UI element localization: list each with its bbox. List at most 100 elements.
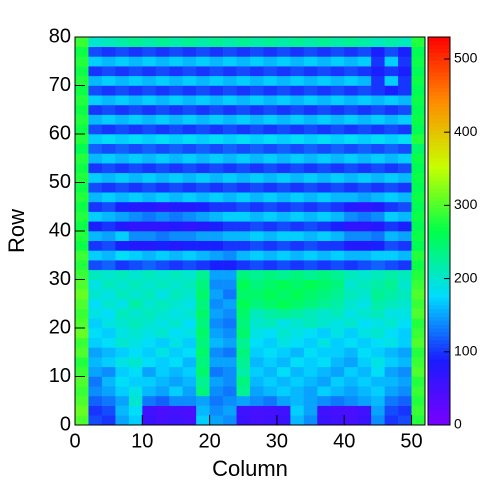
color-bar-step: [428, 149, 450, 154]
heatmap-cell: [290, 104, 305, 115]
heatmap-cell: [357, 357, 372, 368]
heatmap-cell: [155, 66, 170, 77]
heatmap-cell: [317, 143, 332, 154]
heatmap-cell: [182, 95, 197, 106]
heatmap-cell: [236, 347, 251, 358]
heatmap-cell: [236, 279, 251, 290]
heatmap-cell: [209, 366, 224, 377]
heatmap-cell: [128, 56, 143, 67]
heatmap-cell: [344, 289, 358, 300]
heatmap-cell: [115, 347, 130, 358]
heatmap-cell: [411, 124, 426, 135]
color-bar-step: [428, 203, 450, 209]
heatmap-cell: [142, 134, 157, 144]
color-bar-step: [428, 269, 450, 275]
heatmap-cell: [250, 201, 264, 212]
heatmap-cell: [115, 366, 130, 377]
heatmap-cell: [88, 85, 103, 96]
heatmap-cell: [344, 75, 358, 86]
heatmap-cell: [330, 415, 345, 426]
heatmap-cell: [236, 75, 251, 86]
heatmap-cell: [411, 298, 426, 309]
heatmap-cell: [330, 104, 345, 115]
heatmap-cell: [317, 153, 332, 164]
heatmap-cell: [263, 357, 278, 368]
heatmap-cell: [263, 328, 278, 338]
heatmap-cell: [290, 386, 305, 397]
color-bar-step: [428, 99, 450, 104]
heatmap-cell: [88, 163, 103, 174]
heatmap-cell: [101, 328, 116, 338]
color-bar-step: [428, 126, 450, 131]
heatmap-cell: [371, 114, 385, 125]
heatmap-cell: [250, 231, 264, 241]
heatmap-cell: [317, 231, 332, 241]
heatmap-cell: [101, 337, 116, 348]
heatmap-cell: [196, 337, 210, 348]
heatmap-cell: [223, 269, 237, 280]
heatmap-cell: [169, 376, 183, 387]
heatmap-cell: [357, 134, 372, 144]
heatmap-cell: [276, 172, 291, 183]
heatmap-cell: [276, 114, 291, 125]
heatmap-cell: [317, 104, 332, 115]
heatmap-cell: [384, 298, 399, 309]
heatmap-cell: [75, 395, 89, 406]
heatmap-cell: [250, 75, 264, 86]
heatmap-cell: [101, 308, 116, 319]
heatmap-cell: [250, 357, 264, 368]
heatmap-cell: [75, 308, 89, 319]
heatmap-cell: [223, 143, 237, 154]
heatmap-cell: [223, 347, 237, 358]
heatmap-cell: [128, 279, 143, 290]
heatmap-cell: [196, 357, 210, 368]
heatmap-cell: [290, 153, 305, 164]
heatmap-cell: [236, 289, 251, 300]
heatmap-cell: [357, 328, 372, 338]
heatmap-cell: [155, 231, 170, 241]
heatmap-cell: [357, 124, 372, 135]
heatmap-cell: [384, 231, 399, 241]
heatmap-cell: [303, 46, 318, 57]
color-bar-step: [428, 374, 450, 379]
heatmap-cell: [128, 201, 143, 212]
heatmap-cell: [411, 172, 426, 183]
heatmap-cell: [209, 231, 224, 241]
heatmap-cell: [317, 405, 332, 416]
heatmap-cell: [371, 153, 385, 164]
heatmap-cell: [223, 279, 237, 290]
heatmap-cell: [411, 37, 426, 47]
heatmap-cell: [88, 104, 103, 115]
heatmap-cell: [384, 66, 399, 77]
heatmap-cell: [276, 347, 291, 358]
heatmap-cell: [182, 201, 197, 212]
heatmap-cell: [115, 250, 130, 261]
heatmap-cell: [411, 104, 426, 115]
heatmap-cell: [276, 328, 291, 338]
heatmap-cell: [344, 279, 358, 290]
color-bar-step: [428, 48, 450, 54]
heatmap-cell: [371, 211, 385, 222]
heatmap-cell: [371, 318, 385, 329]
heatmap-cell: [155, 376, 170, 387]
heatmap-cell: [371, 269, 385, 280]
heatmap-cell: [115, 104, 130, 115]
color-bar-step: [428, 60, 450, 65]
heatmap-cell: [182, 366, 197, 377]
heatmap-cell: [250, 95, 264, 106]
heatmap-cell: [411, 318, 426, 329]
color-bar: [428, 37, 450, 426]
heatmap-cell: [303, 66, 318, 77]
heatmap-cell: [371, 85, 385, 96]
heatmap-cell: [155, 347, 170, 358]
color-bar-step: [428, 184, 450, 189]
heatmap-cell: [290, 124, 305, 135]
heatmap-cell: [209, 221, 224, 232]
color-bar-step: [428, 192, 450, 197]
heatmap-cell: [398, 298, 412, 309]
heatmap-cell: [357, 289, 372, 300]
heatmap-cell: [128, 163, 143, 174]
heatmap-cell: [276, 221, 291, 232]
heatmap-cell: [384, 211, 399, 222]
heatmap-cell: [290, 221, 305, 232]
